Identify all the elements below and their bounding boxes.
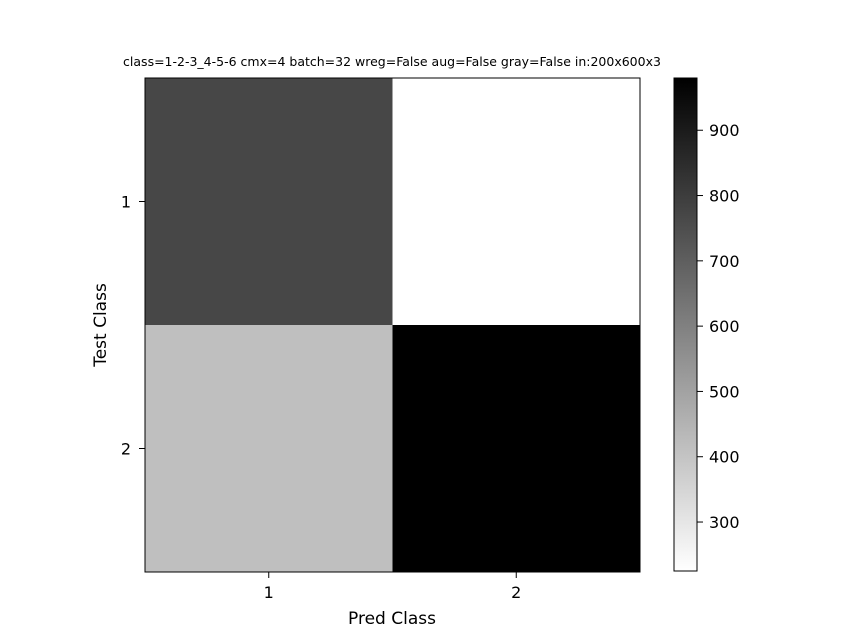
heatmap-cell-r1-c2	[392, 78, 640, 325]
plot-frame	[144, 77, 641, 573]
colorbar-tick-label: 700	[709, 252, 740, 271]
colorbar-ticks: 300 400 500 600 700 800 900	[697, 121, 740, 532]
heatmap-cell-r2-c1	[145, 325, 393, 572]
x-tick-label: 2	[511, 583, 521, 602]
colorbar-tick-label: 300	[709, 513, 740, 532]
x-tick-label: 1	[264, 583, 274, 602]
colorbar-tick-label: 500	[709, 382, 740, 401]
heatmap-cells	[145, 78, 640, 572]
x-axis-label: Pred Class	[348, 609, 436, 629]
colorbar-tick-label: 600	[709, 317, 740, 336]
y-axis-ticks: 12	[121, 193, 145, 459]
colorbar	[673, 77, 698, 572]
colorbar-tick-label: 800	[709, 187, 740, 206]
heatmap-cell-r2-c2	[392, 325, 640, 572]
chart-title: class=1-2-3_4-5-6 cmx=4 batch=32 wreg=Fa…	[123, 54, 661, 69]
colorbar-tick-label: 900	[709, 121, 740, 140]
y-tick-label: 1	[121, 193, 131, 212]
y-axis-label: Test Class	[91, 283, 111, 368]
colorbar-tick-label: 400	[709, 448, 740, 467]
y-tick-label: 2	[121, 440, 131, 459]
heatmap-cell-r1-c1	[145, 78, 393, 325]
